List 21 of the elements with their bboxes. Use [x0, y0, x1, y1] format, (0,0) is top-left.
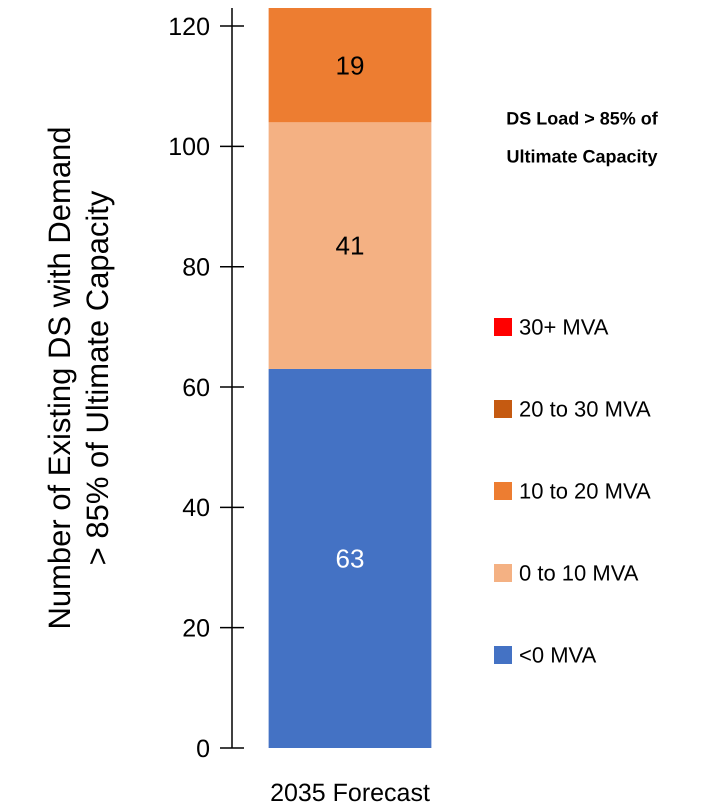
data-label: 63	[336, 544, 364, 574]
legend-label: 20 to 30 MVA	[519, 396, 651, 422]
legend-label: 30+ MVA	[519, 314, 609, 340]
y-tick-label: 120	[168, 12, 210, 41]
bar	[268, 8, 432, 122]
y-tick-label: 100	[168, 133, 210, 162]
y-tick-label: 80	[182, 253, 210, 282]
y-axis-title: Number of Existing DS with Demand > 85% of Ultimate Capacity	[42, 126, 115, 630]
y-tick-label: 60	[182, 374, 210, 402]
y-tick-label: 20	[182, 614, 210, 642]
legend-label: 0 to 10 MVA	[519, 560, 639, 586]
data-label: 41	[336, 230, 364, 261]
y-tick-label: 40	[182, 494, 210, 522]
x-tick-label: 2035 Forecast	[270, 778, 430, 807]
bar	[268, 368, 432, 748]
legend-title: DS Load > 85% of Ultimate Capacity	[506, 108, 659, 166]
bar	[268, 122, 432, 369]
data-label: 19	[336, 50, 364, 80]
legend-label: <0 MVA	[519, 642, 597, 668]
legend-label: 10 to 20 MVA	[519, 478, 651, 504]
y-tick-label: 0	[196, 734, 210, 763]
